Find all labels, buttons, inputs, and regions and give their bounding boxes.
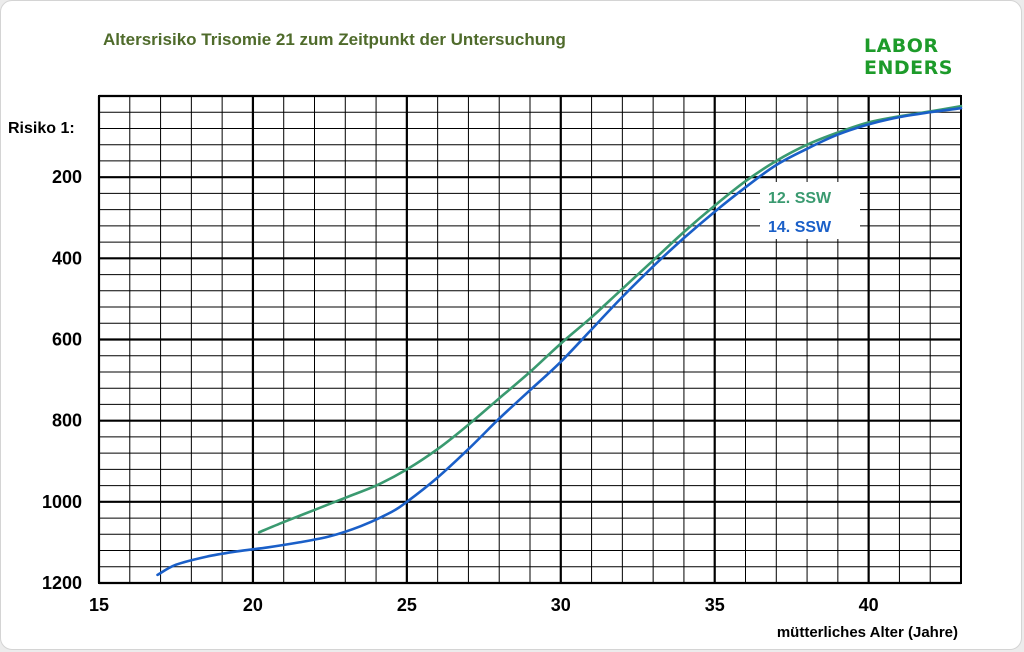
series-layer xyxy=(156,104,963,577)
x-tick-label: 15 xyxy=(89,595,109,615)
major-grid xyxy=(97,94,962,585)
brand-logo: LABOR ENDERS xyxy=(864,35,953,79)
x-tick-label: 30 xyxy=(551,595,571,615)
y-tick-label: 600 xyxy=(52,330,82,350)
legend-box xyxy=(760,182,860,239)
x-tick-labels: 15 20 25 30 35 40 xyxy=(89,595,879,615)
legend-item-12-ssw: 12. SSW xyxy=(768,190,832,207)
legend: 12. SSW 14. SSW xyxy=(760,182,860,239)
chart-title: Altersrisiko Trisomie 21 zum Zeitpunkt d… xyxy=(103,30,566,49)
x-tick-label: 40 xyxy=(859,595,879,615)
x-axis-label: mütterliches Alter (Jahre) xyxy=(777,624,958,641)
y-tick-label: 800 xyxy=(52,411,82,431)
series-line-12-ssw xyxy=(257,104,963,534)
plot-frame xyxy=(98,95,962,584)
legend-item-14-ssw: 14. SSW xyxy=(768,219,832,236)
x-tick-label: 20 xyxy=(243,595,263,615)
x-tick-label: 25 xyxy=(397,595,417,615)
y-tick-label: 400 xyxy=(52,248,82,268)
series-line-14-ssw xyxy=(156,106,963,577)
x-tick-label: 35 xyxy=(705,595,725,615)
y-axis-label: Risiko 1: xyxy=(8,120,75,137)
y-tick-label: 1200 xyxy=(42,573,82,593)
y-tick-labels: 200 400 600 800 1000 1200 xyxy=(42,167,82,593)
y-tick-label: 1000 xyxy=(42,492,82,512)
y-tick-label: 200 xyxy=(52,167,82,187)
